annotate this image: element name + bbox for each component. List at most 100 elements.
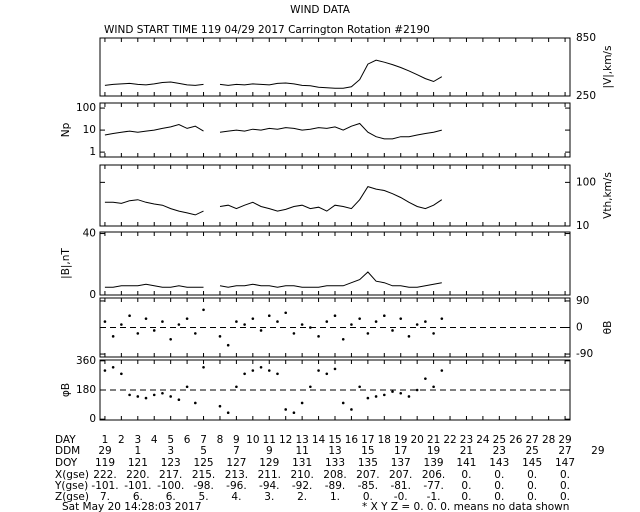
data-point — [341, 401, 345, 405]
table-cell: 17 — [394, 445, 407, 457]
table-cell: 27 — [558, 445, 571, 457]
y-axis-label: φB — [60, 383, 72, 397]
table-cell: -89. — [325, 480, 346, 492]
table-cell: -81. — [390, 480, 411, 492]
y-tick-label: 90 — [576, 295, 589, 307]
data-point — [251, 317, 255, 320]
y-tick-label: 0 — [89, 289, 96, 301]
table-cell: 145 — [522, 457, 542, 469]
data-point — [374, 395, 378, 398]
table-cell: 13 — [328, 445, 341, 457]
table-cell: -94. — [259, 480, 280, 492]
data-point — [136, 332, 140, 335]
y-tick-label: 0 — [576, 322, 583, 334]
data-point — [440, 317, 444, 320]
y-tick-label: 0 — [89, 413, 96, 425]
table-cell: 29 — [591, 445, 604, 457]
data-point — [276, 320, 279, 323]
x-tick-label: 11 — [263, 434, 276, 446]
data-point — [185, 385, 189, 389]
table-cell: 7. — [100, 491, 110, 503]
y-tick-label: 250 — [576, 90, 596, 102]
panel-frame — [99, 37, 571, 97]
data-point — [235, 320, 238, 323]
table-cell: 0. — [494, 480, 504, 492]
data-point — [226, 343, 230, 347]
data-point — [300, 401, 304, 405]
x-tick-label: 24 — [476, 434, 490, 446]
data-point — [432, 385, 435, 389]
data-point — [415, 388, 419, 392]
data-point — [284, 408, 287, 411]
table-cell: 207. — [356, 469, 379, 481]
table-cell: 141 — [456, 457, 476, 469]
y-axis-label: Np — [60, 122, 72, 137]
data-point — [111, 365, 115, 369]
table-cell: 131 — [292, 457, 312, 469]
data-point — [309, 326, 312, 329]
x-tick-label: 20 — [410, 434, 423, 446]
x-tick-label: 22 — [443, 434, 456, 446]
row-label: DDM — [55, 445, 80, 457]
x-tick-label: 23 — [460, 434, 473, 446]
x-tick-label: 4 — [151, 434, 158, 446]
data-point — [144, 317, 148, 320]
data-point — [120, 323, 123, 326]
table-cell: 147 — [555, 457, 575, 469]
data-point — [152, 329, 156, 332]
table-cell: 23 — [493, 445, 506, 457]
data-point — [251, 369, 255, 372]
data-point — [399, 391, 403, 395]
table-cell: 137 — [391, 457, 411, 469]
table-cell: 139 — [424, 457, 444, 469]
data-point — [202, 308, 205, 312]
table-cell: 3 — [167, 445, 174, 457]
data-point — [383, 393, 386, 397]
x-tick-label: 27 — [526, 434, 539, 446]
table-cell: 127 — [226, 457, 246, 469]
data-point — [243, 323, 246, 326]
table-cell: 6. — [166, 491, 176, 503]
x-tick-label: 26 — [509, 434, 523, 446]
table-cell: 21 — [460, 445, 473, 457]
data-point — [350, 408, 353, 411]
table-cell: 208. — [323, 469, 346, 481]
table-cell: 220. — [126, 469, 149, 481]
subtitle: WIND START TIME 119 04/29 2017 Carringto… — [104, 24, 430, 36]
table-cell: 0. — [560, 491, 570, 503]
table-cell: -85. — [358, 480, 379, 492]
y-tick-label: 100 — [76, 102, 96, 114]
table-cell: 19 — [427, 445, 440, 457]
table-cell: 129 — [259, 457, 279, 469]
x-tick-label: 8 — [217, 434, 224, 446]
data-point — [177, 398, 181, 402]
data-point — [317, 369, 320, 372]
table-cell: 0. — [461, 491, 471, 503]
data-line — [104, 271, 442, 288]
data-point — [333, 367, 337, 371]
data-point — [243, 372, 246, 376]
data-point — [284, 311, 287, 315]
table-cell: 0. — [494, 491, 504, 503]
table-cell: 217. — [159, 469, 182, 481]
table-cell: 143 — [489, 457, 509, 469]
data-point — [202, 365, 205, 369]
data-point — [415, 323, 419, 326]
data-point — [440, 369, 444, 372]
x-tick-label: 2 — [118, 434, 125, 446]
y-tick-label: 850 — [576, 32, 596, 44]
footnote: * X Y Z = 0. 0. 0. means no data shown — [362, 501, 569, 512]
data-point — [128, 393, 131, 397]
row-label: DOY — [55, 457, 78, 469]
x-tick-label: 10 — [246, 434, 259, 446]
table-cell: 0. — [461, 469, 471, 481]
table-cell: 5. — [199, 491, 209, 503]
data-point — [383, 314, 386, 318]
x-tick-label: 28 — [542, 434, 555, 446]
data-point — [366, 332, 370, 335]
data-point — [300, 323, 304, 326]
data-point — [325, 372, 329, 376]
table-cell: 0. — [527, 480, 537, 492]
table-cell: -96. — [226, 480, 247, 492]
x-tick-label: 6 — [184, 434, 191, 446]
